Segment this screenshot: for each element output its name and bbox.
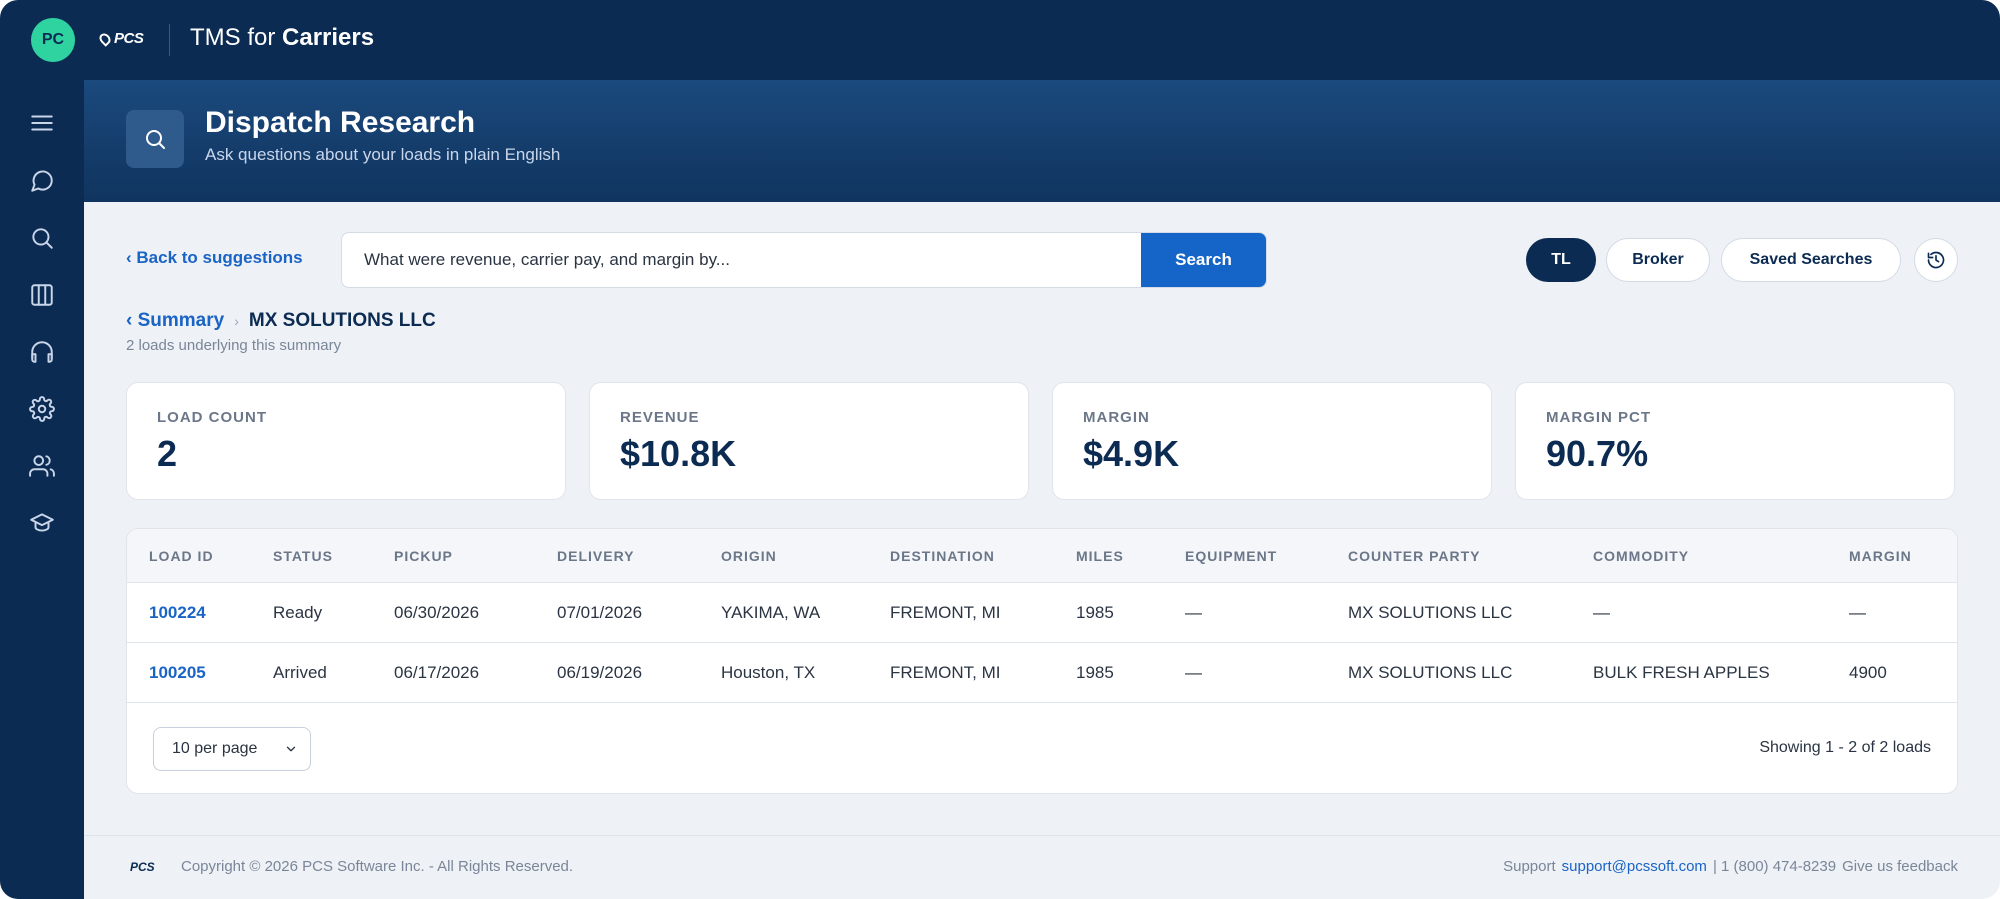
- mode-broker-button[interactable]: Broker: [1606, 238, 1710, 282]
- breadcrumb-current: MX SOLUTIONS LLC: [248, 310, 436, 331]
- column-header[interactable]: COMMODITY: [1593, 548, 1690, 564]
- table-cell: MX SOLUTIONS LLC: [1348, 663, 1513, 682]
- column-header[interactable]: COUNTER PARTY: [1348, 548, 1481, 564]
- breadcrumb-summary-link[interactable]: ‹ Summary: [126, 310, 225, 331]
- chat-icon[interactable]: [26, 165, 58, 197]
- metric-card-margin-pct: MARGIN PCT 90.7%: [1515, 382, 1955, 500]
- feedback-link[interactable]: Give us feedback: [1842, 858, 1958, 875]
- support-phone: | 1 (800) 474-8239: [1712, 858, 1837, 875]
- page-subtitle: Ask questions about your loads in plain …: [205, 145, 561, 164]
- pcs-logo: PCS: [97, 30, 144, 47]
- table-cell: Arrived: [273, 663, 327, 682]
- breadcrumb-separator: ›: [234, 313, 239, 329]
- search-button[interactable]: Search: [1141, 233, 1266, 287]
- pcs-logo-text: PCS: [114, 30, 144, 47]
- footer-logo: PCS: [130, 860, 155, 874]
- saved-searches-button[interactable]: Saved Searches: [1721, 238, 1901, 282]
- chevron-down-icon: [284, 742, 298, 756]
- sidebar: [0, 80, 84, 899]
- footer-support: Support support@pcssoft.com | 1 (800) 47…: [1503, 858, 1958, 875]
- table-cell: MX SOLUTIONS LLC: [1348, 603, 1513, 622]
- column-header[interactable]: PICKUP: [394, 548, 453, 564]
- user-avatar[interactable]: PC: [31, 18, 75, 62]
- table-cell: —: [1185, 663, 1202, 682]
- metric-card-margin: MARGIN $4.9K: [1052, 382, 1492, 500]
- column-header[interactable]: DESTINATION: [890, 548, 995, 564]
- column-header[interactable]: EQUIPMENT: [1185, 548, 1278, 564]
- table-cell: FREMONT, MI: [890, 603, 1001, 622]
- search-input[interactable]: [342, 233, 1057, 287]
- column-header[interactable]: MILES: [1076, 548, 1124, 564]
- metric-value: 90.7%: [1546, 433, 1649, 474]
- history-icon: [1927, 251, 1945, 269]
- metric-label: MARGIN: [1083, 409, 1150, 426]
- table-cell: 06/17/2026: [394, 663, 480, 682]
- metric-label: MARGIN PCT: [1546, 409, 1651, 426]
- gear-icon[interactable]: [26, 393, 58, 425]
- metric-label: LOAD COUNT: [157, 409, 267, 426]
- main-content: ‹ Back to suggestions Search TL Broker S…: [84, 202, 2000, 835]
- support-label: Support: [1503, 858, 1556, 875]
- loads-table: LOAD ID STATUS PICKUP DELIVERY ORIGIN DE…: [126, 528, 1958, 794]
- search-icon[interactable]: [26, 222, 58, 254]
- support-email-link[interactable]: support@pcssoft.com: [1561, 858, 1707, 875]
- table-cell: 4900: [1849, 663, 1887, 682]
- menu-icon[interactable]: [26, 107, 58, 139]
- table-cell: 1985: [1076, 663, 1114, 682]
- metric-card-revenue: REVENUE $10.8K: [589, 382, 1029, 500]
- table-cell: 06/19/2026: [557, 663, 643, 682]
- pagination-summary: Showing 1 - 2 of 2 loads: [1759, 739, 1931, 756]
- metric-card-load-count: LOAD COUNT 2: [126, 382, 566, 500]
- column-header[interactable]: LOAD ID: [149, 548, 214, 564]
- load-id-link[interactable]: 100224: [149, 603, 206, 622]
- table-row[interactable]: 100224 Ready 06/30/2026 07/01/2026 YAKIM…: [127, 583, 1957, 643]
- app-title: TMS for Carriers: [190, 24, 374, 52]
- column-header[interactable]: STATUS: [273, 548, 333, 564]
- table-cell: —: [1593, 603, 1610, 622]
- table-cell: Ready: [273, 603, 323, 622]
- table-cell: 07/01/2026: [557, 603, 643, 622]
- users-icon[interactable]: [26, 450, 58, 482]
- search-icon: [126, 110, 184, 168]
- breadcrumb: ‹ Summary › MX SOLUTIONS LLC: [126, 310, 436, 332]
- top-bar: PC PCS TMS for Carriers: [0, 0, 2000, 80]
- table-cell: Houston, TX: [721, 663, 816, 682]
- table-cell: —: [1185, 603, 1202, 622]
- footer-copyright: Copyright © 2026 PCS Software Inc. - All…: [181, 858, 574, 875]
- page-header: Dispatch Research Ask questions about yo…: [84, 80, 2000, 202]
- search-bar: Search: [341, 232, 1267, 288]
- load-id-link[interactable]: 100205: [149, 663, 206, 682]
- history-button[interactable]: [1914, 238, 1958, 282]
- brand-divider: [169, 24, 170, 56]
- table-cell: —: [1849, 603, 1866, 622]
- table-header: LOAD ID STATUS PICKUP DELIVERY ORIGIN DE…: [127, 529, 1957, 583]
- table-cell: BULK FRESH APPLES: [1593, 663, 1770, 682]
- location-pin-icon: [97, 30, 113, 47]
- column-header[interactable]: DELIVERY: [557, 548, 635, 564]
- footer: PCS Copyright © 2026 PCS Software Inc. -…: [84, 835, 2000, 899]
- headset-icon[interactable]: [26, 336, 58, 368]
- metric-value: 2: [157, 433, 178, 474]
- metric-label: REVENUE: [620, 409, 700, 426]
- app-title-prefix: TMS for: [190, 24, 283, 51]
- metric-value: $10.8K: [620, 433, 737, 474]
- table-cell: 06/30/2026: [394, 603, 480, 622]
- metric-value: $4.9K: [1083, 433, 1180, 474]
- app-title-bold: Carriers: [282, 24, 375, 51]
- back-to-suggestions-link[interactable]: ‹ Back to suggestions: [126, 248, 303, 267]
- summary-note: 2 loads underlying this summary: [126, 337, 342, 354]
- graduation-cap-icon[interactable]: [26, 507, 58, 539]
- table-cell: 1985: [1076, 603, 1114, 622]
- table-row[interactable]: 100205 Arrived 06/17/2026 06/19/2026 Hou…: [127, 643, 1957, 703]
- mode-tl-button[interactable]: TL: [1526, 238, 1596, 282]
- column-header[interactable]: MARGIN: [1849, 548, 1912, 564]
- column-header[interactable]: ORIGIN: [721, 548, 777, 564]
- columns-icon[interactable]: [26, 279, 58, 311]
- table-cell: FREMONT, MI: [890, 663, 1001, 682]
- per-page-select[interactable]: 10 per page: [153, 727, 311, 771]
- table-cell: YAKIMA, WA: [721, 603, 821, 622]
- per-page-value: 10 per page: [172, 740, 258, 757]
- page-title: Dispatch Research: [205, 106, 476, 139]
